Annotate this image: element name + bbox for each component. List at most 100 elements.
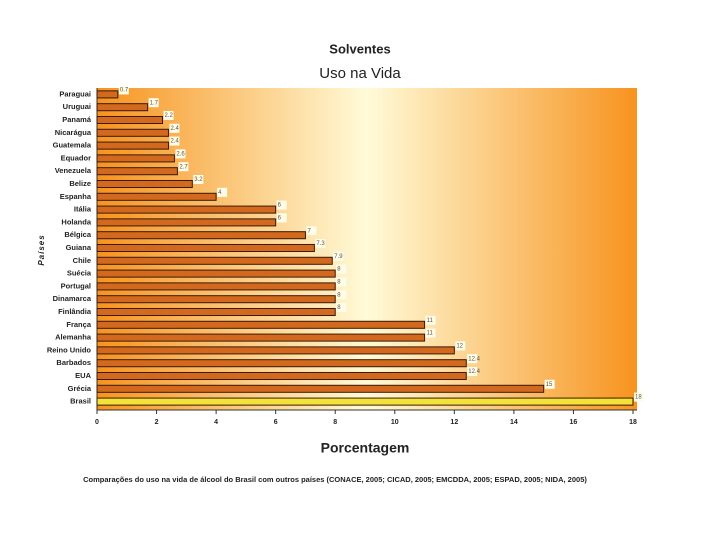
value-label: 2.4 <box>170 139 179 145</box>
y-tick-label: EUA <box>75 371 91 380</box>
value-label: 8 <box>337 305 341 311</box>
bar <box>96 90 119 99</box>
y-tick-label: Holanda <box>61 217 91 226</box>
y-tick-label: Uruguai <box>63 102 91 111</box>
value-label-box <box>467 367 478 376</box>
value-label: 11 <box>427 318 434 324</box>
value-label: 11 <box>427 331 434 337</box>
value-label: 7 <box>307 228 311 234</box>
value-label-box <box>425 328 436 338</box>
x-tick-label: 10 <box>391 419 399 426</box>
y-tick-label: Suécia <box>67 269 92 278</box>
y-tick-label: Chile <box>73 256 91 265</box>
bar <box>96 397 634 406</box>
x-tick-label: 4 <box>214 419 218 426</box>
value-label: 0.7 <box>120 87 129 93</box>
x-tick-label: 2 <box>155 419 159 426</box>
value-label: 6 <box>278 215 282 221</box>
value-label-box <box>217 187 228 197</box>
bar <box>96 269 336 278</box>
value-label: 8 <box>337 267 341 273</box>
footnote: Comparações do uso na vida de álcool do … <box>83 475 587 484</box>
y-tick-label: Grécia <box>68 384 92 393</box>
value-label: 8 <box>337 292 341 298</box>
y-tick-label: Panamá <box>62 115 92 124</box>
x-tick-label: 16 <box>570 419 578 426</box>
value-label-box <box>276 213 287 223</box>
bar <box>96 218 277 227</box>
value-label-box <box>425 315 436 325</box>
x-tick-label: 12 <box>450 419 458 426</box>
x-tick-label: 18 <box>629 419 637 426</box>
y-tick-label: França <box>66 320 91 329</box>
value-label: 12.4 <box>468 356 480 362</box>
bar <box>96 243 315 253</box>
y-tick-label: Belize <box>69 179 91 188</box>
x-tick-label: 0 <box>95 419 99 426</box>
value-label-box <box>178 162 189 172</box>
value-label-box <box>333 251 344 261</box>
value-label: 12.4 <box>468 369 480 375</box>
value-label-box <box>455 341 466 351</box>
bar <box>96 371 467 381</box>
value-label: 2.7 <box>179 164 188 170</box>
y-tick-label: Paraguai <box>59 89 91 98</box>
bar <box>96 128 169 137</box>
chart-subtitle: Uso na Vida <box>319 65 401 82</box>
value-label: 18 <box>635 395 642 401</box>
x-tick-label: 6 <box>274 419 278 426</box>
value-label-box <box>306 226 317 236</box>
value-label-box <box>336 264 347 274</box>
value-label-box <box>169 136 180 146</box>
y-tick-label: Itália <box>74 205 92 214</box>
value-label: 3.2 <box>194 177 203 183</box>
y-tick-label: Espanha <box>60 192 92 201</box>
value-label: 15 <box>546 382 553 388</box>
y-tick-label: Reino Unido <box>47 345 92 354</box>
y-tick-label: Equador <box>61 153 91 162</box>
y-tick-label: Portugal <box>61 281 91 290</box>
bar <box>96 192 217 201</box>
x-axis-label: Porcentagem <box>321 440 410 456</box>
bar <box>96 307 336 317</box>
bar <box>96 167 178 176</box>
y-axis-label: Países <box>37 234 46 265</box>
value-label-box <box>148 98 159 108</box>
value-label-box <box>315 239 326 248</box>
bar <box>96 231 306 240</box>
bar <box>96 205 277 214</box>
value-label-box <box>336 303 347 312</box>
bar <box>96 333 426 342</box>
x-tick-label: 14 <box>510 419 518 426</box>
value-label: 4 <box>218 190 222 196</box>
y-tick-label: Brasil <box>70 397 91 406</box>
bar <box>96 179 193 189</box>
value-label: 7.9 <box>334 254 343 260</box>
value-label-box <box>336 290 347 300</box>
value-label-box <box>175 149 186 159</box>
y-tick-label: Venezuela <box>55 166 92 175</box>
value-label: 8 <box>337 279 341 285</box>
bar <box>96 346 455 355</box>
bar <box>96 282 336 291</box>
value-label: 6 <box>278 203 282 209</box>
bar <box>96 359 467 368</box>
bar <box>96 115 164 125</box>
bar <box>96 320 426 329</box>
bar <box>96 256 333 265</box>
y-tick-label: Guatemala <box>53 141 92 150</box>
value-label-box <box>118 85 129 95</box>
y-tick-label: Guiana <box>66 243 92 252</box>
chart-title: Solventes <box>329 41 390 56</box>
value-label-box <box>163 111 174 120</box>
y-tick-label: Dinamarca <box>53 294 92 303</box>
bar <box>96 295 336 304</box>
value-label-box <box>193 175 204 184</box>
value-label-box <box>544 379 555 389</box>
y-tick-label: Nicarágua <box>55 128 92 137</box>
value-label-box <box>634 392 644 402</box>
value-label: 2.4 <box>170 126 179 132</box>
y-tick-label: Bélgica <box>64 230 92 239</box>
value-label: 7.3 <box>316 241 325 247</box>
